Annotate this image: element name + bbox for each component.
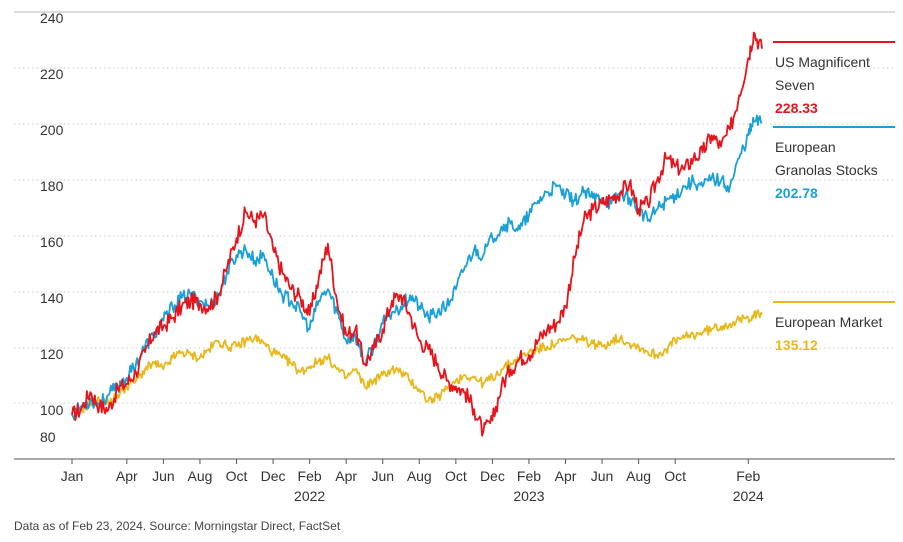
x-tick-label: Aug <box>626 468 651 484</box>
y-tick-label: 220 <box>40 66 64 82</box>
x-tick-label: Jun <box>591 468 614 484</box>
legend-label: Seven <box>775 77 815 93</box>
y-tick-label: 160 <box>40 234 64 250</box>
x-tick-label: Jan <box>61 468 84 484</box>
gridlines <box>14 11 895 404</box>
x-tick-label: Aug <box>407 468 432 484</box>
source-footnote: Data as of Feb 23, 2024. Source: Morning… <box>14 519 341 533</box>
x-tick-label: Dec <box>261 468 286 484</box>
y-tick-label: 120 <box>40 346 64 362</box>
y-tick-label: 240 <box>40 10 64 26</box>
x-year-label: 2024 <box>733 488 764 504</box>
x-tick-label: Dec <box>480 468 505 484</box>
x-tick-label: Feb <box>736 468 760 484</box>
series-line-us-magnificent-seven <box>71 31 763 437</box>
y-tick-label: 140 <box>40 290 64 306</box>
legend-value: 202.78 <box>775 185 818 201</box>
x-tick-label: Oct <box>664 468 686 484</box>
x-year-label: 2023 <box>513 488 544 504</box>
x-year-label: 2022 <box>294 488 325 504</box>
series-line-european-market <box>71 309 763 416</box>
y-tick-label: 200 <box>40 122 64 138</box>
x-tick-label: Jun <box>152 468 175 484</box>
legend-label: European Market <box>775 314 883 330</box>
x-tick-label: Apr <box>555 468 577 484</box>
y-axis-tick-labels: 80 100 120 140 160 180 200 220 240 <box>40 10 64 445</box>
x-tick-label: Oct <box>445 468 467 484</box>
x-tick-label: Aug <box>187 468 212 484</box>
legend-value: 135.12 <box>775 337 818 353</box>
legend-label: Granolas Stocks <box>775 162 878 178</box>
x-tick-label: Feb <box>517 468 541 484</box>
y-tick-label: 180 <box>40 178 64 194</box>
x-axis: Jan Apr Jun Aug Oct Dec Feb 2022 Apr Jun Aug Oct Dec… <box>14 458 895 504</box>
x-tick-label: Jun <box>371 468 394 484</box>
legend-value: 228.33 <box>775 100 818 116</box>
legend-label: US Magnificent <box>775 54 870 70</box>
series-line-european-granolas-stocks <box>71 114 763 421</box>
x-tick-label: Apr <box>335 468 357 484</box>
x-tick-label: Apr <box>116 468 138 484</box>
x-tick-label: Oct <box>226 468 248 484</box>
y-tick-label: 80 <box>40 429 56 445</box>
y-tick-label: 100 <box>40 402 64 418</box>
x-tick-label: Feb <box>298 468 322 484</box>
legend-label: European <box>775 139 836 155</box>
legend: US Magnificent Seven 228.33 European Granola… <box>773 41 895 353</box>
series-lines <box>71 31 763 437</box>
